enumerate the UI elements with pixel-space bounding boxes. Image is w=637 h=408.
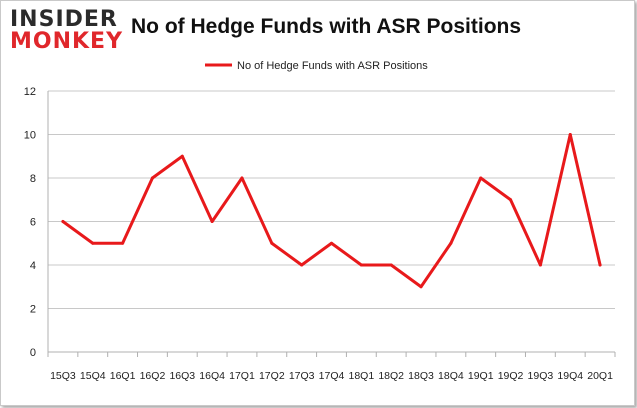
logo-monkey: MONKEY (10, 29, 124, 54)
data-point (61, 220, 65, 223)
x-tick-label: 17Q3 (289, 370, 315, 382)
x-tick-label: 17Q2 (259, 370, 285, 382)
data-point (479, 176, 483, 180)
y-tick-label: 10 (24, 130, 36, 142)
x-tick-label: 18Q1 (348, 370, 374, 382)
series-line (61, 133, 602, 289)
data-point (150, 176, 154, 180)
data-point (300, 263, 304, 267)
x-tick-label: 18Q3 (408, 370, 434, 382)
data-point (359, 263, 363, 267)
x-tick-label: 19Q4 (557, 370, 583, 382)
data-point (538, 263, 542, 267)
data-point (240, 176, 244, 180)
data-point (598, 263, 602, 267)
x-tick-label: 19Q2 (498, 370, 524, 382)
chart-title: No of Hedge Funds with ASR Positions (131, 15, 522, 38)
x-tick-label: 16Q4 (199, 370, 225, 382)
x-tick-label: 16Q2 (140, 370, 166, 382)
data-point (91, 241, 95, 245)
legend-label: No of Hedge Funds with ASR Positions (237, 60, 428, 72)
x-tick-label: 19Q3 (528, 370, 554, 382)
x-tick-label: 19Q1 (468, 370, 494, 382)
data-point (270, 241, 274, 245)
y-tick-label: 12 (24, 86, 36, 98)
x-tick-label: 17Q4 (319, 370, 345, 382)
data-point (210, 220, 214, 223)
y-tick-label: 0 (30, 347, 36, 359)
data-point (389, 263, 393, 267)
x-tick-label: 18Q4 (438, 370, 464, 382)
data-point (180, 154, 184, 158)
x-tick-label: 16Q3 (169, 370, 195, 382)
logo-insider: INSIDER (10, 7, 118, 32)
data-point (568, 133, 572, 136)
y-tick-label: 4 (30, 260, 36, 272)
y-tick-label: 6 (30, 217, 36, 229)
data-point (509, 198, 513, 202)
y-tick-label: 8 (30, 173, 36, 185)
x-tick-label: 15Q4 (80, 370, 106, 382)
x-tick-label: 15Q3 (50, 370, 76, 382)
x-tick-label: 20Q1 (587, 370, 613, 382)
y-tick-label: 2 (30, 304, 36, 316)
x-tick-label: 18Q2 (378, 370, 404, 382)
data-point (330, 241, 333, 245)
x-tick-label: 17Q1 (229, 370, 255, 382)
data-point (121, 241, 125, 245)
data-point (419, 285, 423, 289)
data-point (449, 241, 453, 245)
x-tick-label: 16Q1 (110, 370, 136, 382)
